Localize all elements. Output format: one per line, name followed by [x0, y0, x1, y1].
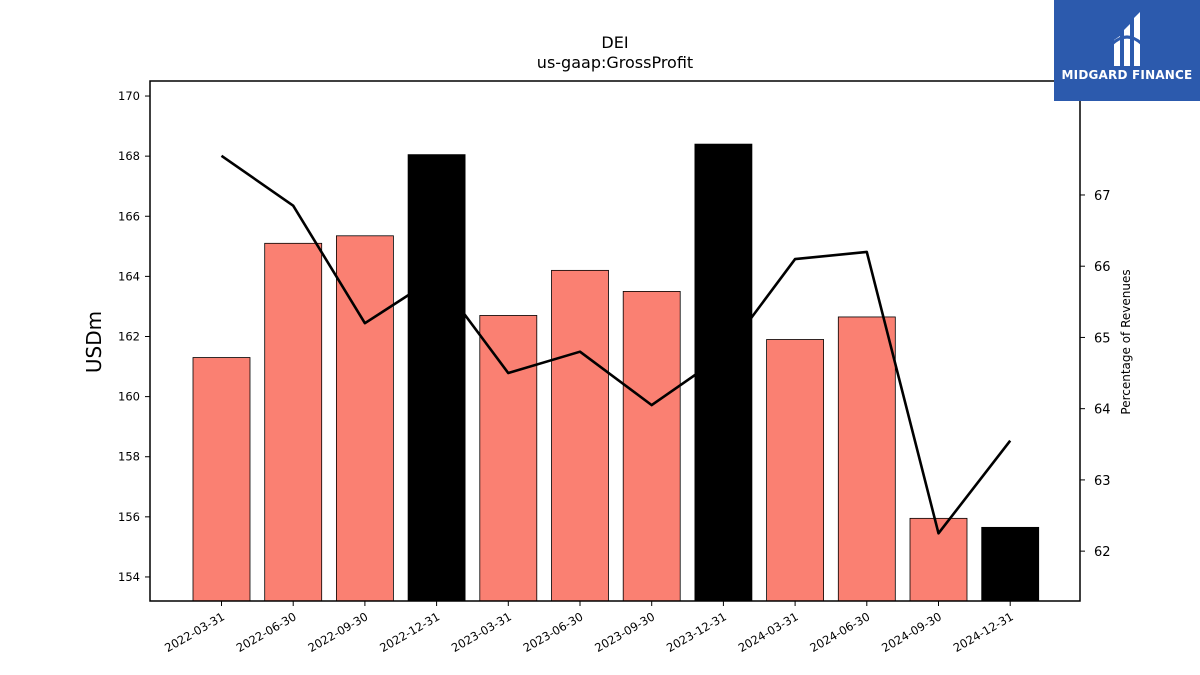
- y2-tick-label: 66: [1094, 260, 1111, 275]
- x-tick-label: 2023-03-31: [449, 609, 514, 655]
- bar-2023-12-31: [694, 143, 753, 602]
- bar-2023-06-30: [551, 269, 609, 602]
- x-tick-label: 2022-09-30: [306, 609, 371, 655]
- chart-subtitle: us-gaap:GrossProfit: [537, 53, 693, 72]
- y-tick-label: 160: [118, 390, 140, 404]
- x-tick-label: 2023-06-30: [521, 609, 586, 655]
- x-tick-label: 2022-03-31: [162, 609, 227, 655]
- x-tick-label: 2022-12-31: [377, 609, 442, 655]
- logo-text: MIDGARD FINANCE: [1061, 68, 1193, 82]
- x-tick-label: 2022-06-30: [234, 609, 299, 655]
- y-tick-label: 164: [118, 269, 140, 283]
- y-tick-label: 154: [118, 570, 140, 584]
- x-tick-label: 2024-03-31: [736, 609, 801, 655]
- y2-tick-label: 65: [1094, 331, 1111, 346]
- bar-2024-12-31: [981, 526, 1040, 602]
- y2-axis-label: Percentage of Revenues: [1119, 269, 1133, 414]
- bar-2022-12-31: [407, 154, 466, 602]
- y2-tick-label: 62: [1094, 545, 1111, 560]
- y-tick-label: 156: [118, 510, 140, 524]
- y-tick-label: 168: [118, 149, 140, 163]
- x-tick-label: 2024-06-30: [807, 609, 872, 655]
- bar-2024-03-31: [766, 339, 824, 602]
- y-tick-label: 166: [118, 209, 140, 223]
- y-tick-label: 158: [118, 450, 140, 464]
- x-tick-label: 2023-09-30: [592, 609, 657, 655]
- bars-layer: [192, 143, 1040, 602]
- y2-tick-label: 64: [1094, 403, 1111, 418]
- chart-title: DEI: [601, 33, 628, 52]
- y2-tick-label: 63: [1094, 474, 1111, 489]
- x-tick-label: 2023-12-31: [664, 609, 729, 655]
- bar-2022-06-30: [264, 242, 323, 602]
- y-tick-label: 162: [118, 329, 140, 343]
- y-tick-label: 170: [118, 89, 140, 103]
- x-tick-label: 2024-09-30: [879, 609, 944, 655]
- bar-2023-03-31: [479, 315, 538, 602]
- logo-mark-icon: [1110, 12, 1144, 66]
- y2-tick-label: 67: [1094, 189, 1111, 204]
- midgard-finance-logo: MIDGARD FINANCE: [1054, 0, 1200, 101]
- plot-frame: [149, 80, 1081, 602]
- y-axis-label: USDm: [82, 311, 106, 373]
- bar-2022-03-31: [192, 357, 251, 602]
- bar-2022-09-30: [335, 235, 394, 602]
- x-tick-label: 2024-12-31: [951, 609, 1016, 655]
- bar-2023-09-30: [622, 291, 681, 602]
- bar-2024-06-30: [837, 316, 896, 602]
- line-layer: [220, 154, 1012, 535]
- revenue-percentage-line: [220, 154, 1012, 535]
